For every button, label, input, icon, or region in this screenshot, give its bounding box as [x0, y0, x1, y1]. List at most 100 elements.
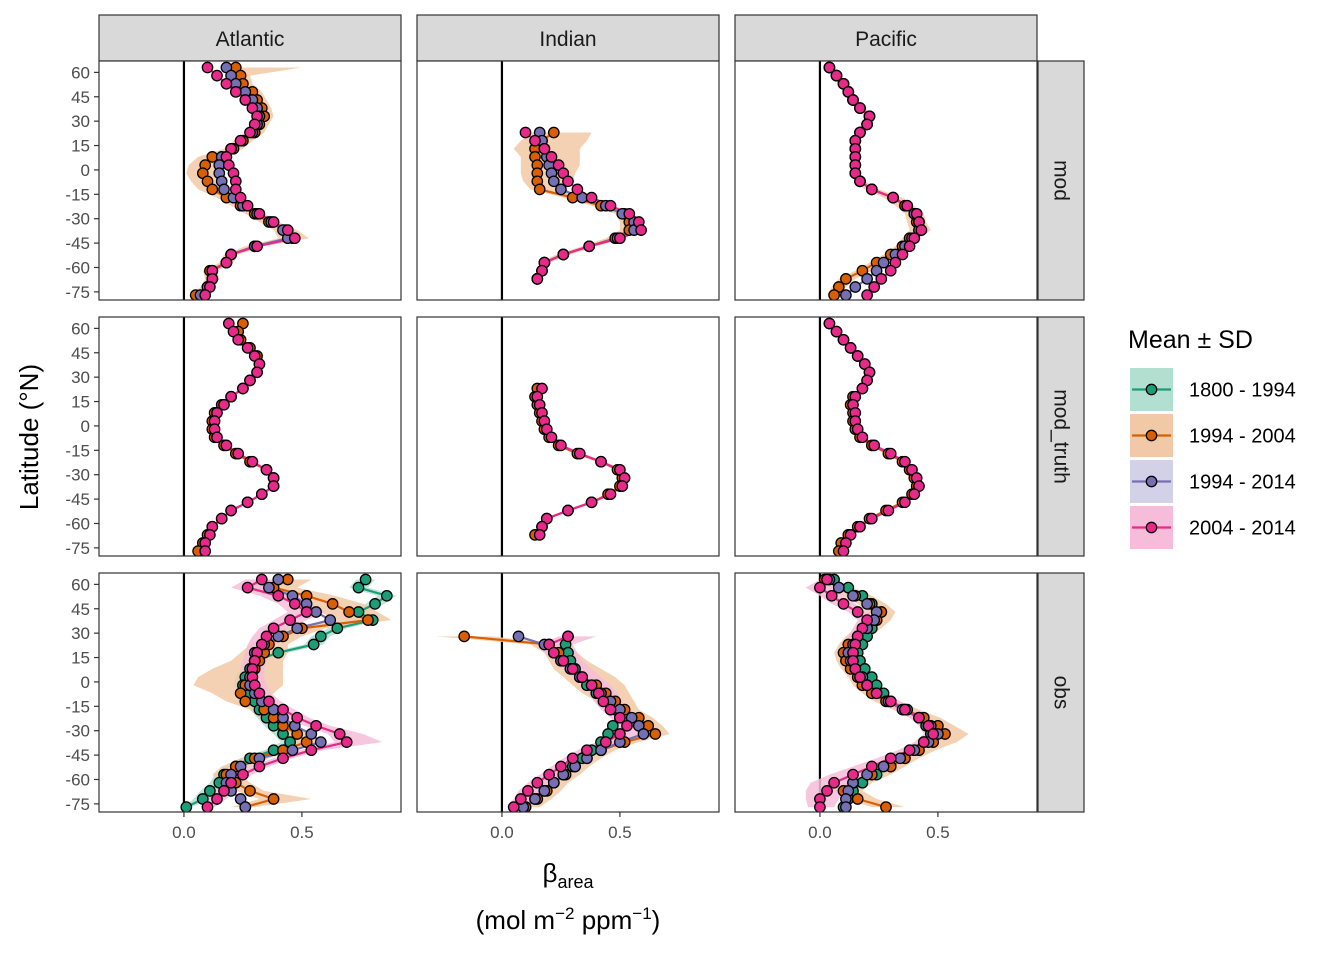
- panel-background: [417, 317, 719, 556]
- data-point: [267, 793, 280, 805]
- data-point: [917, 736, 930, 748]
- x-axis-title-subscript: area: [557, 872, 594, 892]
- data-point: [253, 687, 266, 700]
- data-point: [225, 390, 237, 403]
- x-axis-units-prefix: (mol m: [476, 905, 555, 935]
- data-point: [562, 504, 574, 517]
- data-point: [877, 256, 890, 269]
- data-point: [562, 175, 574, 188]
- data-point: [884, 695, 897, 708]
- data-point: [232, 333, 245, 346]
- row-strip-label: mod_truth: [1050, 389, 1073, 484]
- data-point: [333, 728, 346, 740]
- y-axis-title: Latitude (°N): [14, 364, 44, 510]
- data-point: [894, 752, 907, 765]
- data-point: [915, 224, 928, 236]
- data-point: [851, 350, 864, 362]
- x-tick-label: 0.5: [290, 823, 314, 842]
- data-point: [880, 801, 892, 812]
- data-point: [882, 504, 895, 517]
- data-point: [241, 342, 254, 354]
- data-point: [604, 199, 617, 212]
- data-point: [823, 317, 836, 330]
- legend-item: 1994 - 2004: [1130, 414, 1296, 457]
- y-tick-label: 45: [71, 88, 90, 107]
- data-point: [220, 256, 233, 269]
- data-point: [218, 183, 230, 196]
- data-point: [837, 545, 850, 556]
- data-point: [623, 207, 636, 220]
- data-point: [244, 374, 256, 387]
- data-point: [263, 695, 275, 708]
- x-axis-title-main: β: [543, 858, 558, 888]
- data-point: [566, 752, 579, 765]
- data-point: [595, 455, 607, 468]
- data-point: [545, 151, 558, 163]
- data-point: [225, 776, 237, 789]
- y-tick-label: -75: [65, 539, 90, 558]
- data-point: [206, 183, 219, 196]
- data-point: [896, 248, 909, 261]
- panel-border: [98, 316, 402, 557]
- data-point: [635, 224, 647, 236]
- data-point: [825, 589, 838, 602]
- sd-ribbon-1994-2004: [186, 67, 309, 296]
- legend-key-point: [1145, 429, 1158, 442]
- data-point: [861, 679, 873, 692]
- svg-text:(mol m−2 ppm−1): (mol m−2 ppm−1): [476, 904, 661, 935]
- legend-items: 1800 - 1994 1994 - 2004 1994 - 2014 2004 - …: [1130, 368, 1296, 549]
- sd-ribbon-1994-2004: [435, 636, 670, 808]
- data-point: [234, 191, 247, 204]
- row-strip-label: obs: [1050, 676, 1073, 710]
- data-point: [870, 687, 883, 700]
- data-point: [865, 183, 878, 196]
- panel-border: [98, 60, 402, 301]
- data-point: [531, 273, 544, 285]
- data-point: [899, 496, 911, 509]
- legend-key-point: [1145, 521, 1158, 534]
- data-point: [307, 638, 320, 651]
- data-point: [545, 431, 558, 444]
- data-point: [326, 598, 339, 610]
- panel-mod-truth-pacific: [734, 316, 1038, 557]
- data-point: [861, 289, 873, 300]
- data-point: [621, 719, 633, 732]
- data-point: [519, 126, 532, 139]
- data-point: [832, 581, 845, 594]
- x-tick-label: 0.0: [490, 823, 514, 842]
- data-point: [840, 801, 852, 812]
- panel-background: [735, 317, 1037, 556]
- data-point: [821, 785, 833, 797]
- row-strip-mod-truth: [1037, 316, 1085, 557]
- data-point: [253, 760, 266, 773]
- column-strip-pacific: [734, 14, 1038, 62]
- data-point: [281, 224, 294, 236]
- data-point: [547, 126, 560, 139]
- data-point: [837, 598, 850, 610]
- data-point: [533, 183, 546, 196]
- data-point: [204, 785, 216, 797]
- data-point: [272, 589, 285, 602]
- data-point: [547, 175, 560, 188]
- row-strip-label: mod: [1050, 160, 1073, 201]
- data-point: [253, 207, 266, 220]
- data-point: [847, 768, 859, 781]
- svg-text:βarea: βarea: [543, 858, 595, 892]
- data-point: [522, 785, 534, 797]
- data-point: [884, 752, 897, 765]
- data-point: [232, 447, 245, 460]
- data-point: [814, 581, 826, 594]
- panel-border: [734, 572, 1038, 813]
- data-point: [585, 679, 598, 692]
- row-strip-mod: [1037, 60, 1085, 301]
- data-point: [239, 94, 252, 106]
- data-point: [614, 711, 626, 724]
- x-axis-units-exp2: −1: [632, 904, 651, 923]
- data-point: [856, 382, 869, 395]
- panel-obs-indian: 0.0 0.5: [416, 572, 720, 842]
- data-point: [861, 598, 873, 610]
- data-point: [211, 69, 223, 82]
- data-point: [507, 801, 520, 812]
